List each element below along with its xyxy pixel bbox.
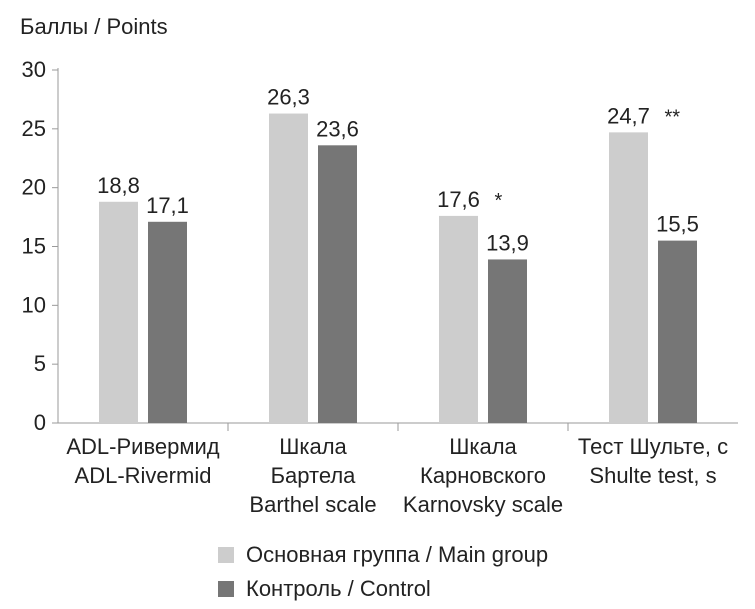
- bar-main-group-2: [439, 215, 478, 423]
- data-label: 18,8: [97, 173, 140, 198]
- y-tick-label: 25: [22, 116, 46, 141]
- legend-item-main-group: Основная группа / Main group: [218, 538, 548, 572]
- x-tick-label: Тест Шульте, с: [578, 434, 728, 459]
- bar-control-2: [488, 259, 527, 423]
- x-tick-label: Шкала: [279, 434, 347, 459]
- y-tick-label: 5: [34, 351, 46, 376]
- bar-control-3: [658, 240, 697, 423]
- data-label: 17,6: [437, 187, 480, 212]
- data-label: 17,1: [146, 193, 189, 218]
- y-tick-label: 10: [22, 292, 46, 317]
- y-tick-label: 30: [22, 57, 46, 82]
- data-label: 24,7: [607, 103, 650, 128]
- legend-label-control: Контроль / Control: [246, 576, 431, 601]
- bar-control-0: [148, 221, 187, 423]
- bar-chart: 0 5 10 15 20 25 30 18,817,1 ADL-Ривермид ADL-Rive…: [22, 57, 738, 517]
- x-tick-label: Barthel scale: [249, 492, 376, 517]
- x-tick-label: Shulte test, s: [589, 463, 716, 488]
- data-label: 13,9: [486, 230, 529, 255]
- y-tick-label: 15: [22, 234, 46, 259]
- legend-swatch-main-group: [218, 547, 234, 563]
- bar-main-group-0: [99, 201, 138, 423]
- data-label: 15,5: [656, 212, 699, 237]
- x-tick-label: ADL-Ривермид: [66, 434, 219, 459]
- bar-main-group-1: [269, 113, 308, 423]
- data-label: 26,3: [267, 85, 310, 110]
- significance-marker: **: [665, 106, 681, 128]
- legend: Основная группа / Main group Контроль / …: [218, 538, 548, 606]
- x-tick-label: Бартела: [271, 463, 357, 488]
- x-tick-label: Karnovsky scale: [403, 492, 563, 517]
- data-label: 23,6: [316, 116, 359, 141]
- bar-main-group-3: [609, 132, 648, 423]
- x-tick-label: ADL-Rivermid: [75, 463, 212, 488]
- x-tick-label: Карновского: [420, 463, 546, 488]
- y-axis-unit-label: Баллы / Points: [20, 14, 168, 39]
- x-tick-label: Шкала: [449, 434, 517, 459]
- bar-control-1: [318, 145, 357, 423]
- significance-marker: *: [495, 190, 503, 212]
- y-tick-label: 0: [34, 410, 46, 435]
- legend-swatch-control: [218, 581, 234, 597]
- y-tick-label: 20: [22, 175, 46, 200]
- legend-item-control: Контроль / Control: [218, 572, 548, 606]
- legend-label-main-group: Основная группа / Main group: [246, 542, 549, 567]
